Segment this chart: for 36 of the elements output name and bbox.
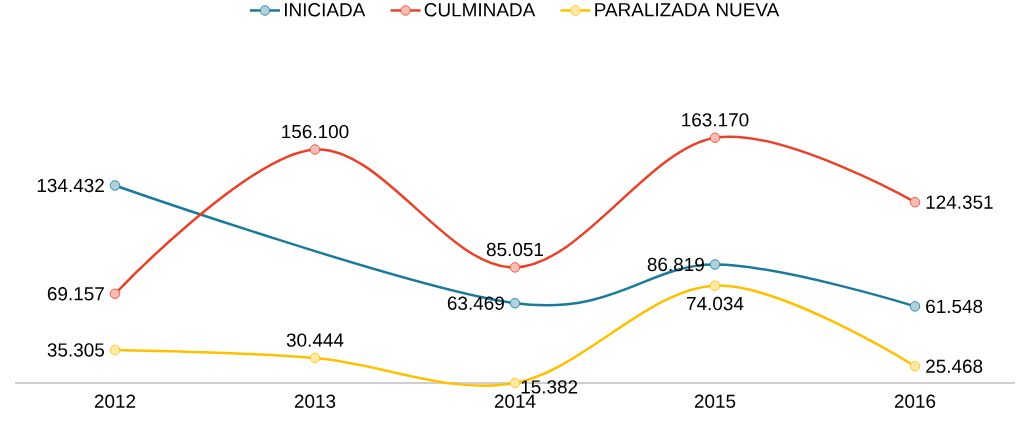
- x-tick-label: 2013: [294, 394, 336, 408]
- point: [309, 352, 321, 364]
- legend-label: INICIADA: [285, 3, 366, 17]
- data-label: 86.819: [647, 257, 704, 272]
- point: [309, 144, 321, 155]
- x-tick-label: 2015: [694, 394, 736, 408]
- x-tick-label: 2016: [894, 394, 936, 408]
- data-label: 30.444: [286, 333, 344, 347]
- data-label: 163.170: [682, 113, 749, 127]
- point: [909, 361, 921, 372]
- data-label: 35.305: [47, 343, 104, 357]
- point: [509, 298, 521, 309]
- point: [509, 377, 521, 389]
- point: [109, 344, 121, 356]
- data-label: 124.351: [926, 195, 993, 209]
- point: [509, 262, 521, 273]
- data-label: 61.548: [926, 299, 983, 314]
- data-label: 74.034: [687, 296, 744, 311]
- x-tick-label: 2014: [494, 394, 536, 408]
- legend-label: CULMINADA: [424, 3, 536, 17]
- data-label: 25.468: [926, 359, 983, 373]
- data-label: 63.469: [447, 296, 504, 310]
- data-label: 85.051: [486, 242, 543, 257]
- data-label: 134.432: [37, 178, 104, 193]
- point: [109, 180, 121, 191]
- point: [709, 259, 721, 270]
- point: [909, 196, 921, 208]
- x-tick-label: 2012: [94, 394, 136, 408]
- point: [709, 280, 721, 291]
- point: [109, 288, 121, 299]
- data-label: 69.157: [47, 287, 104, 301]
- point: [909, 301, 921, 312]
- legend-label: PARALIZADA NUEVA: [595, 3, 780, 17]
- point: [709, 132, 721, 143]
- data-label: 156.100: [282, 124, 349, 139]
- data-label: 15.382: [521, 380, 578, 394]
